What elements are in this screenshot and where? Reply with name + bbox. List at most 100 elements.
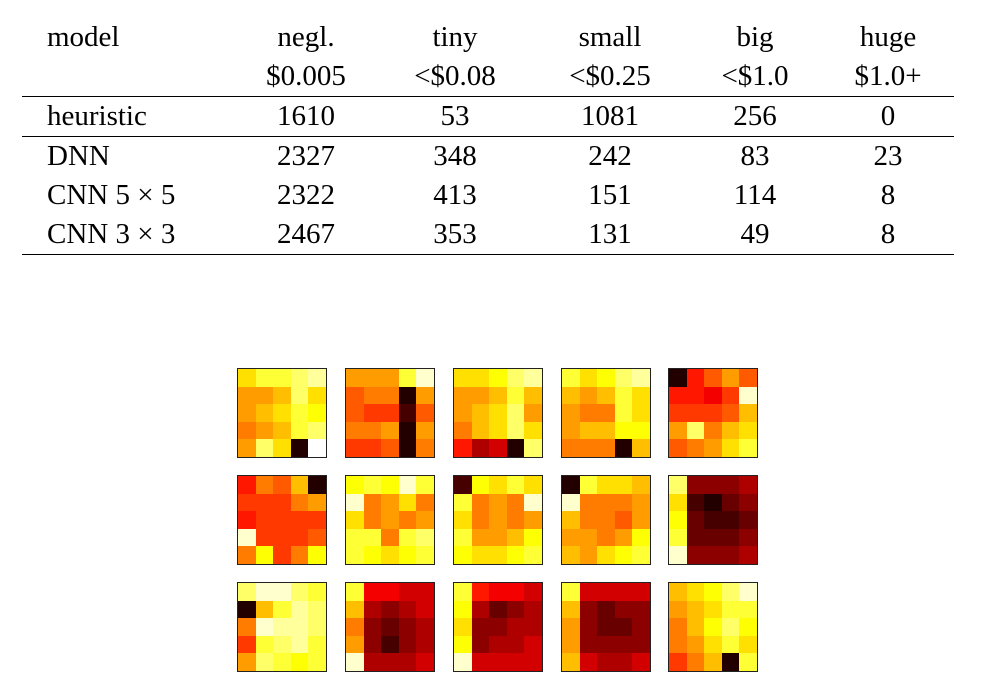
filter-weight-cell — [255, 421, 274, 440]
filter-weight-cell — [290, 476, 309, 494]
filter-weight-cell — [739, 369, 757, 387]
filter-weight-cell — [739, 653, 757, 671]
filter-weight-cell — [524, 511, 542, 529]
filter-weight-cell — [524, 476, 542, 494]
row-label: DNN — [47, 140, 110, 172]
filter-weight-cell — [273, 369, 291, 387]
filter-weight-cell — [471, 653, 490, 671]
filter-weight-cell — [721, 618, 740, 636]
filter-weight-cell — [416, 600, 434, 619]
filter-weight-cell — [524, 404, 542, 422]
filter-weight-cell — [363, 511, 382, 529]
filter-weight-cell — [238, 421, 256, 440]
filter-weight-cell — [686, 476, 705, 494]
filter-weight-cell — [489, 546, 507, 564]
filter-weight-cell — [398, 386, 417, 405]
filter-weight-cell — [669, 439, 687, 457]
col-subheader-tiny: <$0.08 — [414, 60, 496, 92]
filter-weight-cell — [238, 404, 256, 422]
filter-weight-cell — [506, 618, 525, 636]
filter-weight-cell — [597, 386, 615, 405]
filter-weight-cell — [471, 600, 490, 619]
filter-weight-cell — [381, 369, 399, 387]
filter-heatmap — [453, 582, 543, 672]
filter-weight-cell — [363, 546, 382, 564]
filter-weight-cell — [454, 653, 472, 671]
filter-weight-cell — [255, 653, 274, 671]
filter-weight-cell — [398, 369, 417, 387]
filter-weight-cell — [721, 653, 740, 671]
filter-weight-cell — [346, 439, 364, 457]
filter-weight-cell — [704, 476, 722, 494]
filter-weight-cell — [290, 653, 309, 671]
filter-weight-cell — [506, 635, 525, 654]
filter-weight-cell — [704, 618, 722, 636]
filter-weight-cell — [562, 369, 580, 387]
filter-weight-cell — [471, 421, 490, 440]
filter-weight-cell — [669, 493, 687, 512]
filter-weight-cell — [290, 404, 309, 422]
table-row-cnn5: CNN 5 × 5 2322 413 151 114 8 — [22, 176, 954, 215]
filter-weight-cell — [704, 369, 722, 387]
filter-weight-cell — [506, 476, 525, 494]
filter-weight-cell — [308, 653, 326, 671]
filter-weight-cell — [308, 618, 326, 636]
filter-weight-cell — [238, 618, 256, 636]
filter-weight-cell — [579, 476, 598, 494]
filter-weight-cell — [562, 511, 580, 529]
filter-weight-cell — [346, 421, 364, 440]
filter-weight-cell — [614, 439, 633, 457]
filter-weight-cell — [669, 476, 687, 494]
filter-weight-cell — [290, 600, 309, 619]
filter-weight-cell — [454, 618, 472, 636]
filter-weight-cell — [597, 583, 615, 601]
filter-weight-cell — [290, 618, 309, 636]
filter-weight-cell — [238, 546, 256, 564]
filter-weight-cell — [721, 583, 740, 601]
filter-weight-cell — [273, 421, 291, 440]
filter-weight-cell — [471, 493, 490, 512]
filter-weight-cell — [704, 511, 722, 529]
filter-weight-cell — [506, 421, 525, 440]
filter-weight-cell — [346, 511, 364, 529]
filter-weight-cell — [238, 635, 256, 654]
filter-weight-cell — [363, 421, 382, 440]
filter-weight-cell — [471, 528, 490, 547]
filter-weight-cell — [273, 476, 291, 494]
filter-weight-cell — [632, 511, 650, 529]
filter-weight-cell — [273, 600, 291, 619]
filter-weight-cell — [704, 583, 722, 601]
filter-weight-cell — [398, 583, 417, 601]
filter-weight-cell — [506, 493, 525, 512]
filter-weight-cell — [614, 511, 633, 529]
filter-weight-cell — [308, 421, 326, 440]
filter-weight-cell — [398, 528, 417, 547]
filter-weight-cell — [381, 600, 399, 619]
filter-weight-cell — [632, 600, 650, 619]
filter-weight-cell — [704, 493, 722, 512]
filter-weight-cell — [290, 439, 309, 457]
filter-weight-cell — [238, 511, 256, 529]
filter-weight-cell — [308, 369, 326, 387]
filter-weight-cell — [524, 369, 542, 387]
filter-weight-cell — [669, 369, 687, 387]
filter-weight-cell — [346, 493, 364, 512]
filter-weight-cell — [346, 546, 364, 564]
filter-weight-cell — [614, 635, 633, 654]
filter-weight-cell — [255, 511, 274, 529]
filter-weight-cell — [524, 600, 542, 619]
filter-weight-cell — [579, 583, 598, 601]
filter-weight-cell — [238, 653, 256, 671]
filter-weight-cell — [255, 528, 274, 547]
filter-weight-cell — [721, 546, 740, 564]
filter-weight-cell — [489, 583, 507, 601]
filter-weight-cell — [471, 546, 490, 564]
table-row-cnn3: CNN 3 × 3 2467 353 131 49 8 — [22, 215, 954, 254]
filter-weight-cell — [562, 546, 580, 564]
filter-weight-cell — [308, 404, 326, 422]
filter-weight-cell — [704, 653, 722, 671]
filter-weight-cell — [454, 635, 472, 654]
filter-heatmap — [345, 475, 435, 565]
filter-weight-cell — [506, 439, 525, 457]
